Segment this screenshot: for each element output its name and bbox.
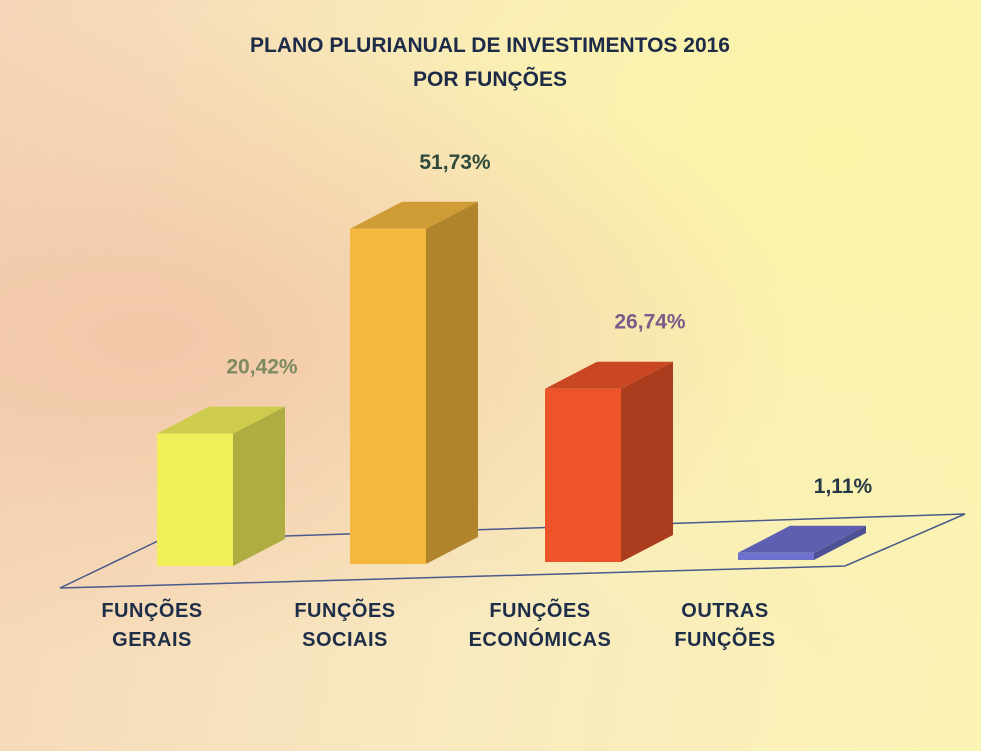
bar-side xyxy=(621,361,673,562)
bar-side xyxy=(814,525,866,560)
bar xyxy=(157,433,233,566)
bar-top xyxy=(738,525,866,553)
chart-title: PLANO PLURIANUAL DE INVESTIMENTOS 2016 xyxy=(250,34,730,57)
bar-side xyxy=(426,201,478,564)
bar-side xyxy=(233,406,285,566)
bar-top xyxy=(545,361,673,389)
value-label: 20,42% xyxy=(226,356,298,379)
bar xyxy=(738,552,814,560)
x-tick-label: OUTRAS FUNÇÕES xyxy=(674,600,776,651)
value-label: 26,74% xyxy=(614,311,686,334)
value-label: 51,73% xyxy=(419,151,491,174)
floor xyxy=(59,513,966,589)
x-tick-label: FUNÇÕES GERAIS xyxy=(101,600,203,651)
chart-title: POR FUNÇÕES xyxy=(413,67,567,91)
bar-top xyxy=(350,201,478,229)
x-tick-label: FUNÇÕES ECONÓMICAS xyxy=(468,600,612,651)
bar xyxy=(350,228,426,564)
bar xyxy=(545,388,621,562)
x-tick-label: FUNÇÕES SOCIAIS xyxy=(294,600,396,651)
bar-top xyxy=(157,406,285,434)
value-label: 1,11% xyxy=(814,475,873,498)
